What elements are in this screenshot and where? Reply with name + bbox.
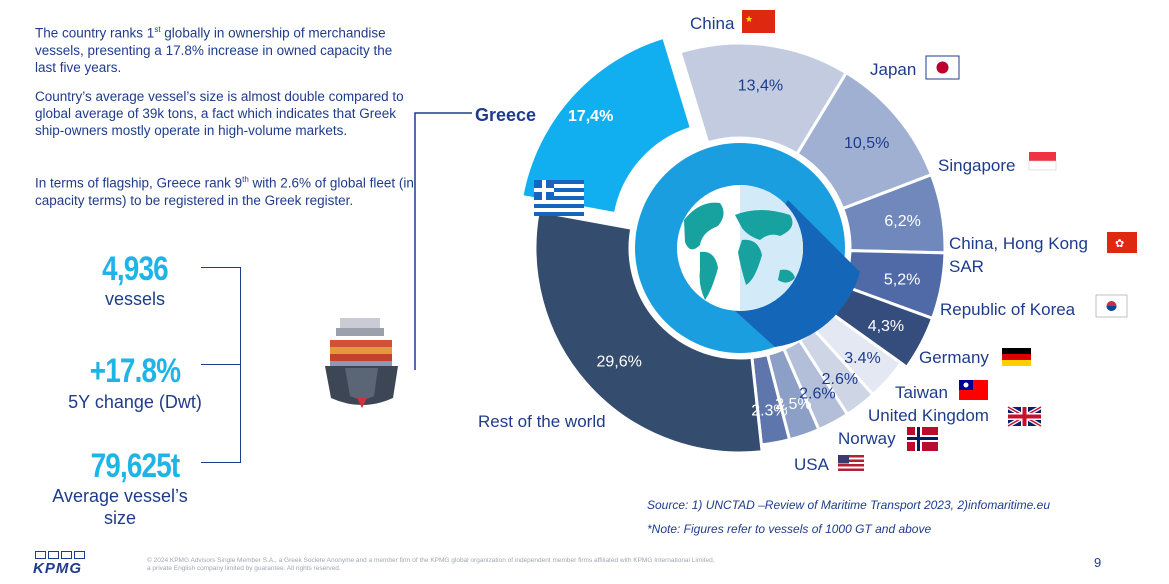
stat-vessels-label: vessels [104, 289, 166, 309]
value-label-germany: 3.4% [844, 350, 880, 367]
value-label-china-hong-kong-sar: 5,2% [884, 272, 920, 289]
donut-value-labels: 17,4%13,4%10,5%6,2%5,2%4,3%3.4%2.6%2.6%2… [568, 77, 921, 419]
stat-vessels-value: 4,936 [102, 250, 168, 288]
japan-flag-icon [925, 55, 960, 80]
stats-bracket [201, 267, 241, 463]
footer-legal: © 2024 KPMG Advisors Single Member S.A.,… [147, 557, 867, 573]
stat-size-value: 79,625t [90, 447, 181, 485]
label-hong-kong-line1: China, Hong Kong [949, 234, 1088, 253]
uk-flag-icon [1007, 405, 1042, 428]
greece-connector-line [414, 112, 472, 370]
kpmg-logo: KPMG [33, 551, 85, 577]
label-rest-of-world: Rest of the world [478, 412, 606, 431]
usa-flag-icon [838, 455, 864, 471]
stat-change-label: 5Y change (Dwt) [68, 392, 202, 412]
svg-text:✿: ✿ [1115, 237, 1124, 250]
p3-superscript: th [242, 175, 249, 184]
intro-paragraph-2: Country’s average vessel’s size is almos… [35, 89, 404, 138]
kpmg-logo-text: KPMG [33, 560, 82, 577]
stat-size-label: Average vessel’s size [52, 486, 188, 528]
value-label-japan: 10,5% [844, 135, 889, 152]
stats-bracket-middle [201, 364, 240, 365]
label-usa: USA [794, 455, 830, 474]
greece-flag-icon [534, 180, 584, 216]
hong-kong-flag-icon: ✿ [1107, 232, 1137, 253]
intro-paragraph-1: The country ranks 1st globally in owners… [35, 21, 415, 76]
value-label-usa: 2.3% [751, 402, 787, 419]
footer-legal-line1: © 2024 KPMG Advisors Single Member S.A.,… [147, 557, 715, 564]
label-norway: Norway [838, 429, 896, 448]
value-label-greece: 17,4% [568, 108, 613, 125]
label-hong-kong-line2: SAR [949, 257, 984, 276]
source-text: Source: 1) UNCTAD –Review of Maritime Tr… [647, 498, 1051, 512]
label-greece: Greece [475, 105, 536, 125]
svg-text:★: ★ [745, 15, 753, 25]
label-taiwan: Taiwan [895, 383, 948, 402]
p3-text-b: with 2.6% of global fleet (in capacity t… [35, 175, 414, 208]
donut-slice-greece [520, 35, 694, 216]
value-label-rest-of-the-world: 29,6% [596, 353, 641, 370]
p1-superscript: st [154, 25, 161, 34]
globe-icon [630, 138, 860, 358]
norway-flag-icon [907, 427, 938, 451]
p1-text-b: globally in ownership of merchandise ves… [35, 25, 393, 75]
china-flag-icon: ★ [742, 10, 775, 33]
label-germany: Germany [919, 348, 989, 367]
label-singapore: Singapore [938, 156, 1016, 175]
stat-change-value: +17.8% [89, 352, 181, 390]
value-label-united-kingdom: 2.6% [799, 386, 835, 403]
value-label-china: 13,4% [738, 77, 783, 94]
value-label-taiwan: 2.6% [822, 371, 858, 388]
value-label-norway: 2.5% [775, 396, 811, 413]
container-ship-icon [325, 318, 398, 408]
value-label-republic-of-korea: 4,3% [868, 318, 904, 335]
value-label-singapore: 6,2% [884, 213, 920, 230]
label-china: China [690, 14, 735, 33]
label-korea: Republic of Korea [940, 300, 1076, 319]
footer-legal-line2: a private English company limited by gua… [147, 565, 341, 572]
label-uk: United Kingdom [868, 406, 989, 425]
taiwan-flag-icon [959, 380, 988, 400]
intro-paragraph-3: In terms of flagship, Greece rank 9th wi… [35, 171, 415, 209]
p3-text-a: In terms of flagship, Greece rank 9 [35, 175, 243, 191]
p1-text-a: The country ranks 1 [35, 25, 155, 41]
singapore-flag-icon [1028, 152, 1057, 171]
korea-flag-icon [1095, 294, 1128, 318]
note-text: *Note: Figures refer to vessels of 1000 … [647, 522, 932, 536]
germany-flag-icon [1002, 348, 1031, 366]
label-japan: Japan [870, 60, 916, 79]
page-number: 9 [1094, 555, 1102, 570]
